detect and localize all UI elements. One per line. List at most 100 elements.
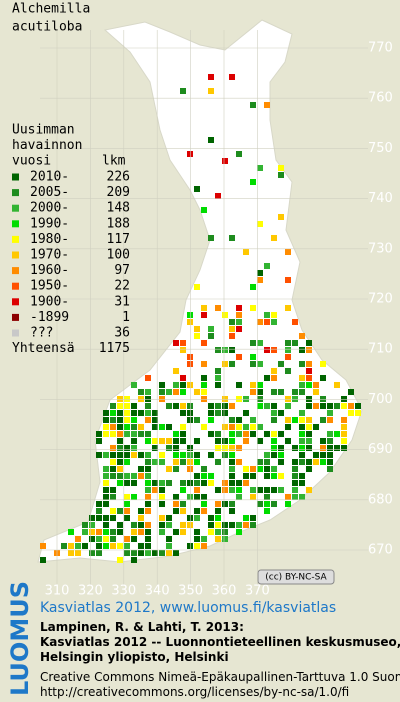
occurrence-square [257, 403, 263, 409]
occurrence-square [215, 508, 221, 514]
occurrence-square [61, 543, 67, 549]
occurrence-square [131, 452, 137, 458]
occurrence-square [215, 382, 221, 388]
occurrence-square [194, 487, 200, 493]
occurrence-square [187, 480, 193, 486]
occurrence-square [250, 305, 256, 311]
occurrence-square [215, 515, 221, 521]
occurrence-square [201, 466, 207, 472]
occurrence-square [124, 501, 130, 507]
occurrence-square [103, 480, 109, 486]
occurrence-square [166, 515, 172, 521]
occurrence-square [250, 389, 256, 395]
occurrence-square [194, 186, 200, 192]
occurrence-square [250, 179, 256, 185]
occurrence-square [173, 459, 179, 465]
occurrence-square [89, 515, 95, 521]
legend-label: 1960- [30, 263, 69, 278]
occurrence-square [278, 452, 284, 458]
occurrence-square [320, 445, 326, 451]
legend-swatch [12, 173, 19, 181]
occurrence-square [222, 361, 228, 367]
legend-count: 100 [107, 248, 130, 263]
occurrence-square [257, 389, 263, 395]
occurrence-square [117, 459, 123, 465]
occurrence-square [187, 354, 193, 360]
occurrence-square [124, 515, 130, 521]
occurrence-square [355, 403, 361, 409]
occurrence-square [285, 417, 291, 423]
occurrence-square [166, 445, 172, 451]
occurrence-square [110, 508, 116, 514]
occurrence-square [187, 319, 193, 325]
occurrence-square [229, 424, 235, 430]
occurrence-square [194, 515, 200, 521]
occurrence-square [208, 431, 214, 437]
occurrence-square [222, 501, 228, 507]
occurrence-square [334, 445, 340, 451]
occurrence-square [327, 438, 333, 444]
occurrence-square [236, 354, 242, 360]
y-tick-label: 760 [368, 91, 393, 106]
occurrence-square [159, 501, 165, 507]
x-tick-label: 350 [178, 584, 203, 599]
occurrence-square [285, 501, 291, 507]
legend-label: 1980- [30, 232, 69, 247]
occurrence-square [306, 347, 312, 353]
occurrence-square [208, 529, 214, 535]
occurrence-square [236, 319, 242, 325]
occurrence-square [278, 445, 284, 451]
occurrence-square [208, 326, 214, 332]
legend-count: 188 [107, 216, 130, 231]
occurrence-square [110, 410, 116, 416]
occurrence-square [152, 410, 158, 416]
occurrence-square [187, 382, 193, 388]
occurrence-square [222, 158, 228, 164]
occurrence-square [103, 431, 109, 437]
occurrence-square [250, 284, 256, 290]
legend-total: 1175 [99, 341, 130, 356]
legend-swatch [12, 220, 19, 228]
occurrence-square [250, 417, 256, 423]
occurrence-square [264, 487, 270, 493]
occurrence-square [264, 508, 270, 514]
occurrence-square [243, 396, 249, 402]
occurrence-square [152, 438, 158, 444]
occurrence-square [278, 431, 284, 437]
occurrence-square [327, 452, 333, 458]
occurrence-square [138, 410, 144, 416]
occurrence-square [173, 403, 179, 409]
occurrence-square [229, 480, 235, 486]
occurrence-square [194, 480, 200, 486]
occurrence-square [229, 235, 235, 241]
occurrence-square [124, 452, 130, 458]
occurrence-square [117, 508, 123, 514]
occurrence-square [124, 473, 130, 479]
occurrence-square [89, 536, 95, 542]
occurrence-square [124, 445, 130, 451]
occurrence-square [306, 459, 312, 465]
legend-swatch [12, 313, 19, 321]
species-title: acutiloba [12, 20, 82, 35]
occurrence-square [201, 424, 207, 430]
occurrence-square [159, 550, 165, 556]
occurrence-square [243, 480, 249, 486]
occurrence-square [215, 529, 221, 535]
occurrence-square [187, 466, 193, 472]
occurrence-square [201, 207, 207, 213]
occurrence-square [124, 417, 130, 423]
occurrence-square [306, 361, 312, 367]
occurrence-square [187, 417, 193, 423]
occurrence-square [40, 543, 46, 549]
occurrence-square [173, 452, 179, 458]
occurrence-square [341, 438, 347, 444]
occurrence-square [257, 277, 263, 283]
occurrence-square [320, 403, 326, 409]
occurrence-square [201, 312, 207, 318]
y-tick-label: 770 [368, 41, 393, 56]
occurrence-square [306, 466, 312, 472]
occurrence-square [110, 543, 116, 549]
occurrence-square [278, 410, 284, 416]
occurrence-square [166, 522, 172, 528]
occurrence-square [89, 529, 95, 535]
